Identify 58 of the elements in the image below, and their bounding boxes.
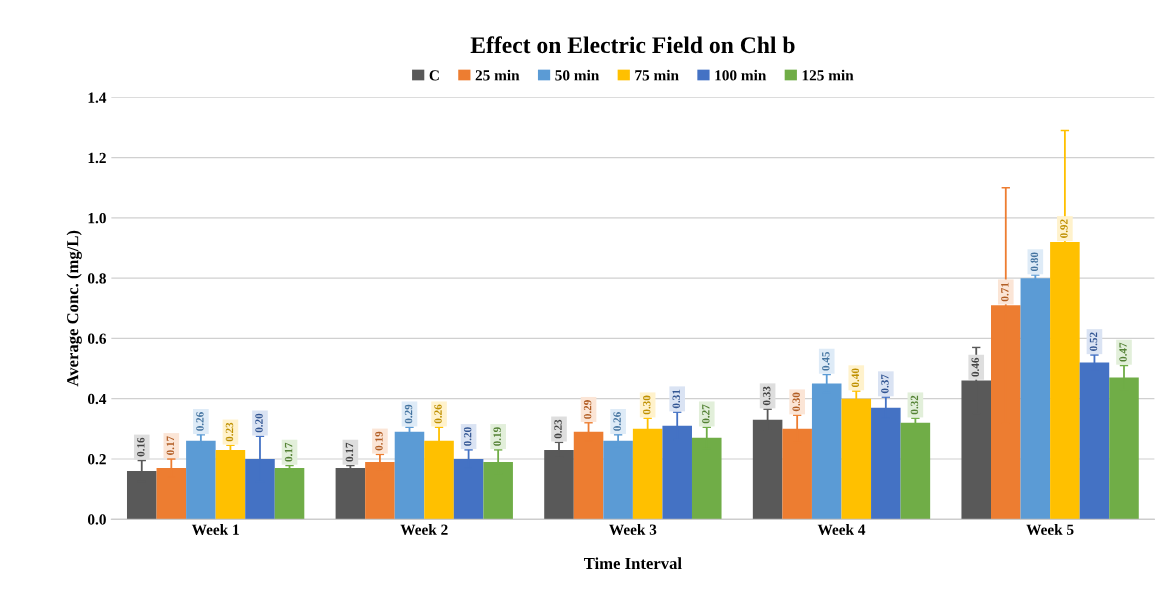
data-label: 0.92 bbox=[1060, 219, 1068, 238]
legend-label: 75 min bbox=[635, 69, 679, 81]
x-tick-label: Week 4 bbox=[817, 524, 866, 535]
data-label: 0.30 bbox=[792, 392, 800, 412]
legend-label: C bbox=[429, 70, 439, 81]
data-label: 0.29 bbox=[583, 400, 592, 419]
bar bbox=[215, 449, 246, 520]
data-label: 0.19 bbox=[493, 427, 501, 446]
data-label: 0.17 bbox=[345, 442, 354, 462]
y-tick-label: 1.0 bbox=[88, 213, 106, 224]
data-label: 0.26 bbox=[434, 404, 442, 424]
data-label: 0.26 bbox=[196, 412, 204, 431]
y-tick-label: 1.2 bbox=[88, 152, 106, 164]
data-label: 0.37 bbox=[881, 374, 889, 394]
legend-label: 25 min bbox=[475, 69, 520, 81]
y-tick-label: 0.2 bbox=[87, 454, 106, 465]
data-label: 0.31 bbox=[672, 389, 681, 409]
bar bbox=[1020, 278, 1051, 520]
data-label: 0.16 bbox=[137, 437, 145, 457]
y-axis-title: Average Conc. (mg/L) bbox=[66, 230, 82, 387]
y-tick-label: 1.4 bbox=[88, 92, 107, 103]
x-axis-title: Time Interval bbox=[583, 557, 682, 570]
x-tick-label: Week 2 bbox=[400, 524, 448, 535]
data-label: 0.19 bbox=[375, 431, 383, 451]
y-tick-label: 0.0 bbox=[87, 514, 106, 525]
bar bbox=[186, 440, 216, 520]
y-tick-label: 0.8 bbox=[87, 273, 106, 284]
y-tick-label: 0.4 bbox=[87, 393, 107, 405]
legend-label: 50 min bbox=[555, 69, 600, 81]
y-tick-label: 0.6 bbox=[87, 333, 107, 344]
data-label: 0.26 bbox=[613, 412, 621, 431]
data-label: 0.52 bbox=[1089, 332, 1098, 351]
x-tick-label: Week 1 bbox=[191, 524, 239, 535]
x-tick-label: Week 3 bbox=[609, 524, 657, 535]
bar bbox=[603, 440, 633, 520]
data-label: 0.29 bbox=[404, 404, 413, 424]
data-label: 0.71 bbox=[1001, 282, 1009, 302]
legend-label: 125 min bbox=[802, 69, 854, 81]
data-label: 0.47 bbox=[1119, 342, 1127, 362]
data-label: 0.80 bbox=[1030, 252, 1039, 272]
legend-label: 100 min bbox=[715, 69, 767, 81]
data-label: 0.17 bbox=[166, 436, 175, 455]
data-label: 0.23 bbox=[554, 419, 562, 439]
data-label: 0.45 bbox=[822, 351, 830, 371]
bar bbox=[394, 431, 425, 520]
data-label: 0.17 bbox=[284, 442, 293, 462]
data-label: 0.27 bbox=[702, 404, 710, 424]
data-label: 0.23 bbox=[225, 422, 234, 442]
data-label: 0.33 bbox=[762, 386, 771, 406]
data-label: 0.40 bbox=[851, 368, 860, 388]
bar bbox=[900, 422, 931, 520]
data-label: 0.20 bbox=[255, 413, 263, 433]
chart-title: Effect on Electric Field on Chl b bbox=[470, 36, 795, 54]
x-tick-label: Week 5 bbox=[1026, 524, 1074, 535]
data-label: 0.46 bbox=[971, 357, 980, 377]
data-label: 0.20 bbox=[463, 427, 472, 446]
data-label: 0.30 bbox=[642, 395, 651, 415]
data-label: 0.32 bbox=[910, 395, 919, 415]
